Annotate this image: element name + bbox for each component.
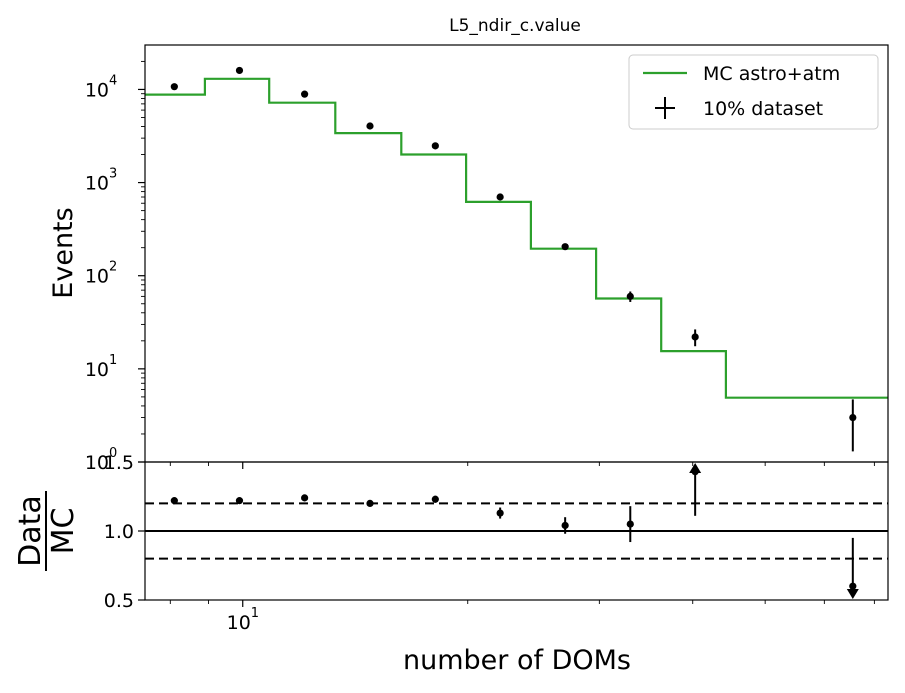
main-y-tick-exponent: 4	[109, 73, 117, 88]
data-point	[366, 122, 374, 130]
ratio-reference-lines	[145, 502, 888, 560]
x-axis-label: number of DOMs	[403, 645, 631, 676]
ratio-point	[626, 520, 634, 528]
main-y-tick-exponent: 2	[109, 260, 117, 275]
ratio-point	[301, 494, 309, 502]
legend-mc-label: MC astro+atm	[703, 63, 840, 85]
ratio-ticks: 0.5 1.0 1.5 10 1	[104, 452, 875, 634]
legend: MC astro+atm 10% dataset	[628, 54, 879, 130]
x-tick-label-exponent: 1	[251, 606, 259, 621]
main-y-tick-label: 10	[85, 359, 109, 381]
ratio-point	[235, 497, 244, 505]
legend-data-label: 10% dataset	[703, 98, 823, 120]
ratio-point	[366, 499, 374, 507]
ratio-y-label: Data MC	[13, 491, 81, 571]
data-point	[626, 292, 634, 300]
ratio-point	[496, 509, 504, 517]
ratio-label-numerator: Data	[13, 495, 48, 567]
legend-box	[628, 54, 879, 130]
data-points	[170, 66, 857, 452]
y-axis-label: Events	[48, 207, 79, 298]
ratio-point	[561, 521, 569, 530]
ratio-points	[170, 463, 859, 599]
main-y-tick-label: 10	[85, 452, 109, 474]
data-point	[431, 142, 439, 150]
chart-title: L5_ndir_c.value	[449, 16, 581, 36]
ratio-y-tick-label: 0.5	[104, 590, 134, 612]
main-y-tick-label: 10	[85, 173, 109, 195]
data-point	[170, 83, 178, 91]
main-y-tick-label: 10	[85, 266, 109, 288]
main-ticks	[138, 60, 875, 469]
ratio-panel: Data MC 0.51.01.510 1 number of DOMs	[13, 452, 889, 676]
main-y-tick-label: 10	[85, 79, 109, 101]
x-tick-label-base: 10	[227, 612, 251, 634]
main-y-tick-exponent: 1	[109, 353, 117, 368]
data-point	[235, 66, 244, 75]
data-point	[561, 243, 569, 251]
mc-step-line	[145, 77, 888, 399]
data-point	[496, 193, 504, 201]
data-point	[849, 413, 857, 422]
mc-histogram	[145, 77, 888, 399]
ratio-point	[431, 495, 439, 503]
ratio-y-tick-label: 1.5	[104, 452, 134, 474]
ratio-point	[170, 497, 178, 505]
main-y-tick-exponent: 0	[109, 446, 117, 461]
data-point	[691, 333, 699, 341]
data-point	[301, 90, 309, 98]
ratio-y-tick-label: 1.0	[104, 521, 134, 543]
ratio-arrow-up	[689, 463, 702, 473]
main-y-tick-exponent: 3	[109, 167, 117, 182]
ratio-arrow-down	[846, 589, 859, 599]
ratio-label-denominator: MC	[46, 508, 81, 555]
ratio-plot-frame	[144, 461, 889, 601]
